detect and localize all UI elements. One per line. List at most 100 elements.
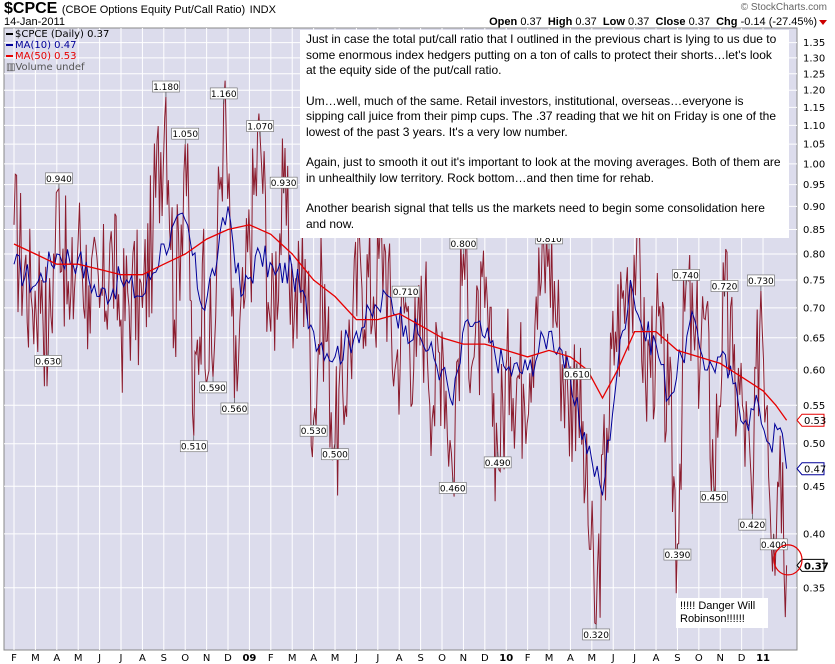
x-tick-label: S (161, 653, 167, 664)
y-tick-label: 0.75 (803, 276, 825, 287)
commentary-paragraph: Just in case the total put/call ratio th… (306, 32, 777, 77)
y-tick-label: 0.70 (803, 303, 825, 314)
series-ma50 (13, 224, 788, 421)
value-label-box (700, 490, 728, 503)
y-tick-label: 1.00 (803, 159, 825, 170)
high-value: 0.37 (575, 16, 597, 28)
y-tick-label: 0.65 (803, 333, 825, 344)
y-tick-label: 0.50 (803, 439, 825, 450)
value-label-box (563, 368, 591, 380)
x-tick-label: A (139, 653, 146, 664)
ohlc-readout: Open 0.37 High 0.37 Low 0.37 Close 0.37 … (489, 16, 827, 28)
value-label-box (152, 80, 180, 93)
annotation-circle (773, 544, 803, 576)
value-label: 1.180 (153, 83, 179, 93)
x-tick-label: D (224, 653, 232, 664)
x-tick-label: M (31, 653, 40, 664)
x-tick-label: N (716, 653, 723, 664)
low-value: 0.37 (627, 16, 650, 28)
y-tick-label: 1.10 (803, 121, 825, 132)
value-label: 0.740 (673, 271, 699, 281)
x-tick-label: A (653, 653, 660, 664)
x-tick-label: J (354, 653, 358, 664)
x-tick-label: M (331, 653, 340, 664)
last-value-tag (796, 462, 825, 476)
value-label: 1.160 (211, 90, 237, 100)
y-tick-label: 0.40 (803, 529, 825, 540)
value-label-box (199, 381, 227, 394)
last-value-text: 0.53 (804, 416, 826, 427)
y-tick-label: 0.35 (803, 583, 825, 594)
value-label-box (391, 285, 420, 298)
down-triangle-icon (819, 19, 827, 25)
y-tick-label: 0.85 (803, 225, 825, 236)
x-tick-label: 11 (756, 653, 770, 664)
x-tick-label: M (288, 653, 297, 664)
x-tick-label: M (588, 653, 597, 664)
value-label: 0.530 (301, 427, 327, 437)
x-tick-label: S (674, 653, 680, 664)
value-label: 0.560 (222, 405, 248, 415)
x-tick-label: D (481, 653, 489, 664)
y-tick-label: 0.95 (803, 180, 825, 191)
value-label-box (34, 355, 63, 367)
value-label: 0.610 (564, 370, 590, 380)
last-value-text: 0.37 (804, 561, 829, 572)
exchange-label: INDX (249, 4, 276, 16)
value-label: 0.590 (200, 384, 226, 394)
value-label-box (179, 440, 208, 453)
x-tick-label: F (525, 653, 531, 664)
legend-volume: ▥Volume undef (6, 62, 85, 73)
y-tick-label: 1.30 (803, 53, 825, 64)
legend-ma10: MA(10) 0.47 (6, 40, 109, 51)
value-label: 0.420 (739, 521, 765, 531)
x-tick-label: F (268, 653, 274, 664)
y-tick-label: 1.05 (803, 140, 825, 151)
x-tick-label: J (375, 653, 379, 664)
x-tick-label: 10 (499, 653, 513, 664)
chg-label: Chg (716, 16, 738, 28)
open-label: Open (489, 16, 518, 28)
x-tick-label: N (203, 653, 210, 664)
x-tick-label: O (695, 653, 703, 664)
value-label: 0.730 (748, 277, 774, 287)
value-label: 0.490 (485, 459, 511, 469)
open-value: 0.37 (520, 16, 542, 28)
y-tick-label: 0.80 (803, 249, 825, 260)
value-label-box (747, 274, 775, 287)
commentary-paragraph: Another bearish signal that tells us the… (306, 201, 765, 231)
value-label-box (582, 628, 610, 641)
legend-ma50: MA(50) 0.53 (6, 51, 109, 62)
x-tick-label: M (74, 653, 83, 664)
value-label-box (246, 120, 274, 132)
value-label: 0.450 (701, 493, 727, 503)
y-tick-label: 1.15 (803, 103, 825, 114)
y-tick-label: 1.25 (803, 69, 825, 80)
x-tick-label: 09 (242, 653, 256, 664)
last-value-tag (796, 413, 825, 427)
x-tick-label: J (632, 653, 636, 664)
value-label: 0.500 (322, 451, 348, 461)
low-label: Low (602, 16, 625, 28)
y-tick-label: 0.90 (803, 202, 825, 213)
x-tick-label: A (396, 653, 403, 664)
value-label-box (663, 548, 692, 561)
legend-price: $CPCE (Daily) 0.37 (6, 29, 109, 40)
value-label: 1.070 (247, 123, 273, 133)
commentary-paragraph: Um…well, much of the same. Retail invest… (306, 93, 777, 139)
chart-legend: $CPCE (Daily) 0.37 MA(10) 0.47 MA(50) 0.… (6, 29, 109, 73)
y-tick-label: 0.60 (803, 366, 825, 377)
value-label-box (483, 456, 512, 469)
value-label: 0.630 (35, 357, 61, 367)
value-label: 0.810 (536, 235, 562, 245)
value-label: 0.800 (451, 240, 477, 250)
commentary-box: Just in case the total put/call ratio th… (300, 30, 789, 238)
value-label-box (738, 518, 767, 531)
value-label: 0.320 (583, 631, 609, 641)
y-tick-label: 1.20 (803, 86, 825, 97)
value-label-box (438, 482, 467, 494)
value-label-box (672, 269, 700, 281)
x-tick-label: D (738, 653, 746, 664)
close-value: 0.37 (688, 16, 710, 28)
value-label-box (171, 127, 200, 140)
